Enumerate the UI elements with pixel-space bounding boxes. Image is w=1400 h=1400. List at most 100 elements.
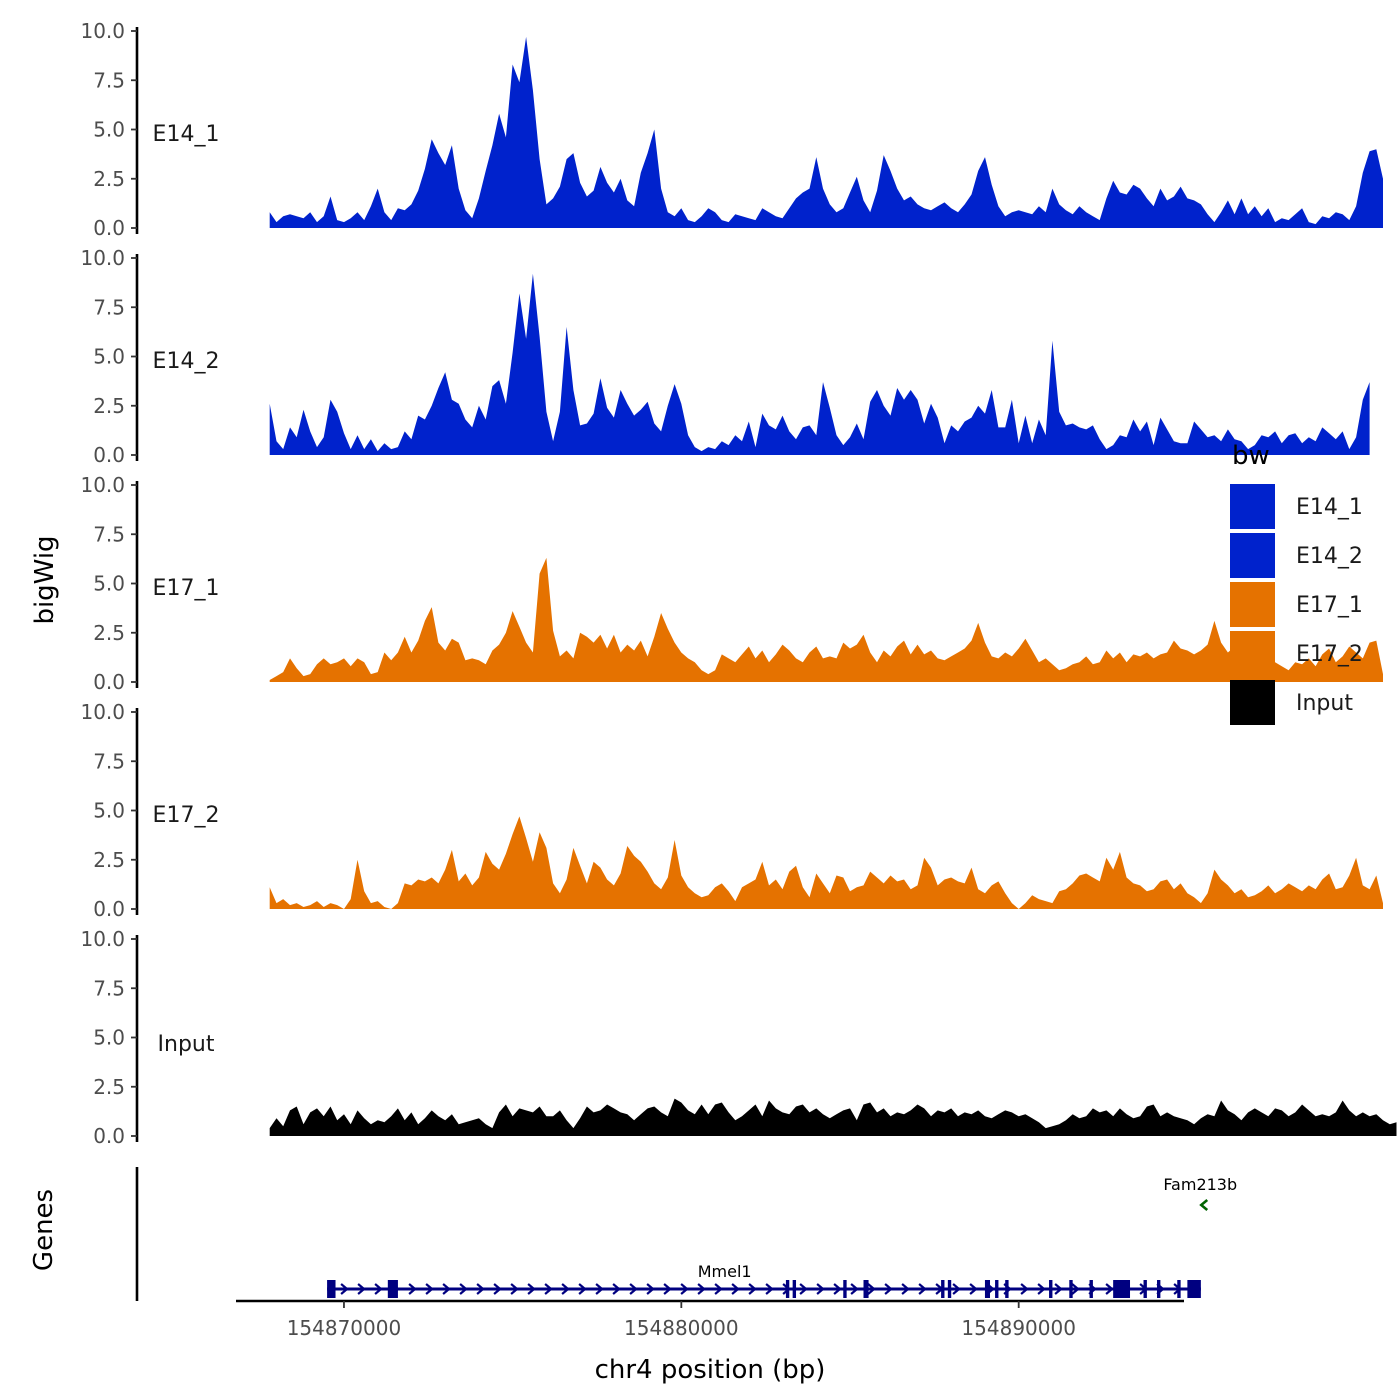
gene-exon xyxy=(941,1280,945,1298)
legend-item-e14-1: E14_1 xyxy=(1230,484,1363,529)
strand-chevron xyxy=(816,1283,825,1295)
strand-chevron xyxy=(493,1283,502,1295)
strand-chevron xyxy=(765,1283,774,1295)
legend-label: E17_1 xyxy=(1296,593,1363,618)
track-panel: 0.0 2.5 5.0 7.5 10.0 E17_1 xyxy=(80,473,1384,694)
gene-exon xyxy=(1005,1280,1009,1298)
coverage-area-input xyxy=(269,1098,1397,1136)
strand-chevron xyxy=(476,1283,485,1295)
legend-label: Input xyxy=(1296,691,1353,716)
genes-axis-title: Genes xyxy=(29,1189,59,1271)
y-tick-label: 5.0 xyxy=(93,799,125,823)
legend-item-e14-2: E14_2 xyxy=(1230,533,1363,578)
y-tick-label: 10.0 xyxy=(80,700,125,724)
strand-chevron xyxy=(459,1283,468,1295)
strand-chevron xyxy=(595,1283,604,1295)
y-tick-label: 7.5 xyxy=(93,295,125,319)
legend: bw E14_1 E14_2 E17_1 E17_2 Input xyxy=(1230,441,1363,725)
track-label-e17-1: E17_1 xyxy=(153,576,220,601)
strand-chevron xyxy=(527,1283,536,1295)
legend-label: E17_2 xyxy=(1296,642,1363,667)
legend-title: bw xyxy=(1232,441,1270,471)
strand-chevron xyxy=(629,1283,638,1295)
track-panel: 0.0 2.5 5.0 7.5 10.0 E14_2 xyxy=(80,246,1370,467)
strand-chevron xyxy=(374,1283,383,1295)
track-panel: 0.0 2.5 5.0 7.5 10.0 E14_1 xyxy=(80,19,1384,240)
strand-chevron xyxy=(833,1283,842,1295)
gene-label-fam213b: Fam213b xyxy=(1163,1175,1237,1194)
gene-exon xyxy=(1177,1280,1181,1298)
x-axis-ticks: 154870000 154880000 154890000 xyxy=(287,1301,1076,1340)
gene-exon xyxy=(843,1280,847,1298)
strand-chevron xyxy=(561,1283,570,1295)
strand-chevron xyxy=(1037,1283,1046,1295)
legend-item-input: Input xyxy=(1230,680,1353,725)
track-label-e14-1: E14_1 xyxy=(153,122,220,147)
legend-entries: E14_1 E14_2 E17_1 E17_2 Input xyxy=(1230,484,1363,725)
strand-chevron xyxy=(646,1283,655,1295)
strand-chevron xyxy=(697,1283,706,1295)
x-axis-title: chr4 position (bp) xyxy=(595,1355,826,1385)
strand-chevron xyxy=(1071,1283,1080,1295)
track-label-input: Input xyxy=(158,1032,215,1057)
strand-chevron xyxy=(578,1283,587,1295)
gene-exon xyxy=(863,1280,869,1298)
y-tick-label: 7.5 xyxy=(93,522,125,546)
y-tick-label: 0.0 xyxy=(93,1124,125,1148)
y-tick-label: 10.0 xyxy=(80,246,125,270)
gene-exon xyxy=(792,1280,797,1298)
y-tick-label: 2.5 xyxy=(93,1075,125,1099)
y-tick-label: 2.5 xyxy=(93,167,125,191)
x-tick-label: 154880000 xyxy=(624,1316,739,1340)
legend-swatch xyxy=(1230,680,1275,725)
strand-chevron xyxy=(612,1283,621,1295)
gene-exon xyxy=(995,1280,999,1298)
gene-exon xyxy=(785,1280,790,1298)
strand-chevron xyxy=(1199,1199,1209,1211)
legend-swatch xyxy=(1230,582,1275,627)
coverage-tracks: 0.0 2.5 5.0 7.5 10.0 E14_1 0.0 2.5 5.0 7.5 10.0 E14… xyxy=(80,19,1397,1148)
strand-chevron xyxy=(510,1283,519,1295)
y-tick-label: 10.0 xyxy=(80,473,125,497)
strand-chevron xyxy=(748,1283,757,1295)
strand-chevron xyxy=(714,1283,723,1295)
strand-chevron xyxy=(1020,1283,1029,1295)
legend-item-e17-1: E17_1 xyxy=(1230,582,1363,627)
x-tick-label: 154870000 xyxy=(287,1316,402,1340)
strand-chevron xyxy=(357,1283,366,1295)
strand-chevron xyxy=(544,1283,553,1295)
strand-chevron xyxy=(1054,1283,1063,1295)
gene-exon xyxy=(387,1280,398,1298)
strand-chevron xyxy=(425,1283,434,1295)
track-label-e17-2: E17_2 xyxy=(153,803,220,828)
strand-chevron xyxy=(731,1283,740,1295)
y-tick-label: 0.0 xyxy=(93,443,125,467)
gene-exon xyxy=(1049,1280,1053,1298)
strand-chevron xyxy=(884,1283,893,1295)
legend-item-e17-2: E17_2 xyxy=(1230,631,1363,676)
y-tick-label: 2.5 xyxy=(93,848,125,872)
gene-exon xyxy=(1113,1280,1131,1298)
track-panel: 0.0 2.5 5.0 7.5 10.0 E17_2 xyxy=(80,700,1384,921)
strand-chevron xyxy=(680,1283,689,1295)
strand-chevron xyxy=(408,1283,417,1295)
gene-exon xyxy=(947,1280,952,1298)
y-tick-label: 5.0 xyxy=(93,118,125,142)
track-label-e14-2: E14_2 xyxy=(153,349,220,374)
y-tick-label: 0.0 xyxy=(93,670,125,694)
gene-exon xyxy=(1069,1280,1073,1298)
coverage-area-e17-1 xyxy=(269,557,1384,682)
gene-exon xyxy=(1089,1280,1093,1298)
legend-swatch xyxy=(1230,484,1275,529)
legend-swatch xyxy=(1230,533,1275,578)
gene-label-mmel1: Mmel1 xyxy=(698,1262,752,1281)
y-tick-label: 5.0 xyxy=(93,345,125,369)
track-panel: 0.0 2.5 5.0 7.5 10.0 Input xyxy=(80,927,1397,1148)
y-tick-label: 0.0 xyxy=(93,216,125,240)
gene-exon xyxy=(1143,1280,1147,1298)
strand-chevron xyxy=(918,1283,927,1295)
strand-chevron xyxy=(442,1283,451,1295)
gene-fam213b: Fam213b xyxy=(1163,1175,1237,1211)
gene-track: Mmel1 Fam213b xyxy=(135,1167,1237,1301)
